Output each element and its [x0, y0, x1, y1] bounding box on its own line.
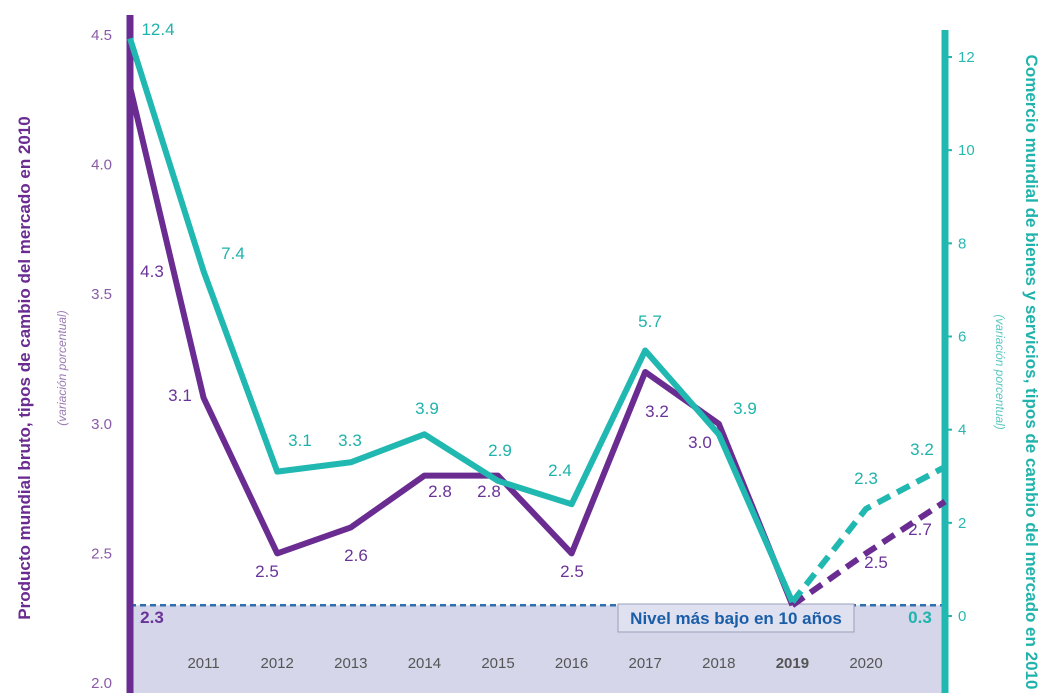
series-layer [127, 37, 947, 608]
left-tick-label: 2.5 [91, 545, 112, 562]
trade-data-label: 3.2 [910, 440, 934, 459]
gdp-data-label: 2.8 [477, 482, 501, 501]
right-tick-label: 4 [958, 422, 966, 439]
gdp-data-label: 2.8 [428, 482, 452, 501]
gdp-line [127, 86, 796, 607]
right-tick-label: 2 [958, 515, 966, 532]
trade-data-label: 2.4 [548, 461, 572, 480]
trade-data-label: 7.4 [221, 244, 245, 263]
right-tick-label: 10 [958, 142, 975, 159]
left-tick-label: 2.0 [91, 675, 112, 692]
left-tick-label: 3.5 [91, 286, 112, 303]
trade-data-label: 3.3 [338, 431, 362, 450]
gdp-data-label: 2.5 [864, 553, 888, 572]
right-tick-label: 0 [958, 608, 966, 625]
right-axis-title: Comercio mundial de bienes y servicios, … [1022, 55, 1041, 690]
trade-data-label: 2.9 [488, 441, 512, 460]
x-tick-label: 2017 [629, 655, 662, 672]
left-tick-label: 4.0 [91, 157, 112, 174]
x-tick-label: 2013 [334, 655, 367, 672]
trade-projection-line [790, 464, 947, 604]
data-labels-layer: 4.3 3.1 2.5 2.6 2.8 2.8 2.5 3.2 3.0 2.3 2.5 2.7 12.4… [140, 20, 934, 627]
gdp-data-label: 2.5 [560, 562, 584, 581]
trade-data-label: 3.1 [288, 431, 312, 450]
left-tick-label: 3.0 [91, 416, 112, 433]
gdp-data-label: 2.6 [344, 546, 368, 565]
right-tick-label: 12 [958, 49, 975, 66]
right-tick-label: 6 [958, 329, 966, 346]
trade-data-label: 5.7 [638, 312, 662, 331]
gdp-data-label: 3.2 [645, 402, 669, 421]
x-tick-label: 2018 [702, 655, 735, 672]
x-tick-label: 2020 [849, 655, 882, 672]
left-axis-title: Producto mundial bruto, tipos de cambio … [15, 116, 34, 619]
trade-data-label: 3.9 [415, 399, 439, 418]
trade-line [127, 37, 796, 604]
x-tick-label: 2016 [555, 655, 588, 672]
trade-data-label: 2.3 [854, 469, 878, 488]
gdp-data-label: 3.1 [168, 386, 192, 405]
annotation-box [617, 603, 855, 633]
right-axis-subtitle: (variación porcentual) [993, 314, 1007, 429]
left-axis-subtitle: (variación porcentual) [55, 310, 69, 425]
gdp-projection-line [790, 499, 947, 608]
right-tick-label: 8 [958, 235, 966, 252]
trade-data-label: 12.4 [141, 20, 174, 39]
x-axis-ticks: 2011 2012 2013 2014 2015 2016 2017 2018 2019 2020 [187, 655, 882, 672]
trade-data-label: 3.9 [733, 399, 757, 418]
x-tick-label: 2015 [481, 655, 514, 672]
x-tick-label: 2014 [408, 655, 441, 672]
annotation-text: Nivel más bajo en 10 años [630, 609, 842, 628]
gdp-data-label: 2.7 [908, 520, 932, 539]
x-tick-label: 2019 [776, 655, 809, 672]
right-axis-ticks: 0 2 4 6 8 10 12 [945, 49, 975, 625]
left-tick-label: 4.5 [91, 27, 112, 44]
x-tick-label: 2011 [187, 655, 219, 672]
gdp-data-label: 2.3 [140, 608, 164, 627]
trade-data-label: 0.3 [908, 608, 932, 627]
gdp-data-label: 2.5 [255, 562, 279, 581]
left-axis-ticks: 2.0 2.5 3.0 3.5 4.0 4.5 [91, 27, 112, 692]
gdp-data-label: 4.3 [140, 262, 164, 281]
gdp-data-label: 3.0 [688, 433, 712, 452]
x-tick-label: 2012 [261, 655, 294, 672]
